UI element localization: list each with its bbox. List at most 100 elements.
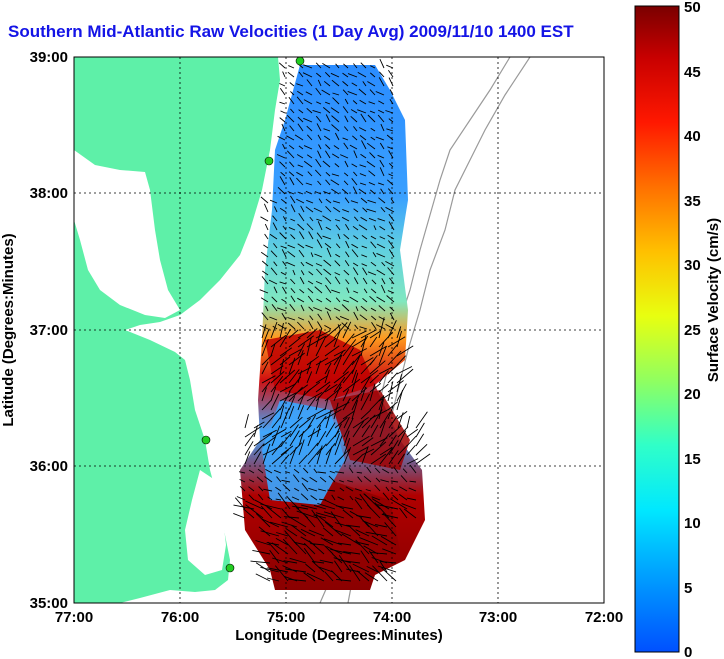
velocity-arrow xyxy=(352,135,358,141)
velocity-arrow xyxy=(279,101,286,105)
velocity-arrow xyxy=(300,504,318,510)
velocity-arrow xyxy=(293,541,307,546)
velocity-arrow xyxy=(387,320,397,339)
velocity-arrow xyxy=(362,207,368,213)
velocity-arrow xyxy=(318,488,327,492)
velocity-arrow xyxy=(370,235,377,240)
velocity-arrow xyxy=(324,499,345,510)
velocity-arrow xyxy=(397,444,408,456)
velocity-arrow xyxy=(322,63,331,69)
velocity-arrow xyxy=(305,244,314,249)
velocity-arrow xyxy=(261,260,269,267)
velocity-arrow xyxy=(279,117,286,123)
velocity-arrow xyxy=(261,276,269,285)
velocity-arrow xyxy=(261,399,272,411)
colorbar-tick-label: 30 xyxy=(684,257,701,274)
velocity-arrow xyxy=(343,417,354,438)
velocity-arrow xyxy=(325,198,332,204)
velocity-arrow xyxy=(334,522,352,528)
velocity-arrow xyxy=(388,414,399,429)
velocity-arrow xyxy=(322,527,334,537)
velocity-arrow xyxy=(386,295,395,303)
velocity-arrow xyxy=(313,504,327,510)
velocity-arrow xyxy=(349,296,359,303)
grid-lines xyxy=(74,57,604,603)
velocity-arrow xyxy=(381,567,397,582)
velocity-arrow xyxy=(334,448,351,465)
velocity-arrow xyxy=(297,331,309,339)
velocity-arrow xyxy=(321,89,331,96)
velocity-arrow xyxy=(288,369,300,384)
velocity-arrow xyxy=(353,290,359,294)
velocity-arrow xyxy=(353,150,358,159)
velocity-arrow xyxy=(315,87,322,96)
velocity-arrow xyxy=(288,578,307,582)
velocity-arrow xyxy=(308,231,314,240)
x-tick-label: 73:00 xyxy=(479,609,517,626)
map-title: Southern Mid-Atlantic Raw Velocities (1 … xyxy=(8,22,574,41)
velocity-arrow xyxy=(351,243,359,249)
station-marker xyxy=(264,156,274,166)
velocity-arrow xyxy=(315,360,321,375)
velocity-arrow xyxy=(325,430,340,447)
velocity-arrow xyxy=(387,363,399,375)
velocity-arrow xyxy=(325,422,336,438)
velocity-arrow xyxy=(315,62,322,69)
velocity-arrow xyxy=(297,335,315,348)
velocity-arrow xyxy=(305,190,313,195)
velocity-arrow xyxy=(263,244,269,249)
velocity-arrow xyxy=(355,497,363,501)
velocity-arrow xyxy=(360,197,368,204)
velocity-arrow xyxy=(363,493,381,510)
velocity-arrow xyxy=(351,178,358,186)
velocity-arrow xyxy=(388,434,397,447)
velocity-arrow xyxy=(244,441,254,456)
velocity-arrow xyxy=(271,440,284,456)
velocity-arrow xyxy=(303,160,313,168)
velocity-arrow xyxy=(323,268,332,276)
velocity-arrow xyxy=(366,142,376,150)
velocity-arrow xyxy=(288,515,307,528)
delmarva-peninsula xyxy=(160,80,272,285)
velocity-arrow xyxy=(400,475,408,483)
velocity-arrow xyxy=(316,443,327,456)
station-marker xyxy=(295,57,305,66)
velocity-arrow xyxy=(341,533,361,546)
velocity-arrow xyxy=(334,163,340,168)
velocity-arrow xyxy=(377,504,399,510)
velocity-arrow xyxy=(370,261,377,267)
velocity-arrow xyxy=(342,347,354,366)
velocity-arrow xyxy=(342,509,354,519)
velocity-arrow xyxy=(255,513,271,528)
velocity-arrow xyxy=(335,505,354,510)
velocity-arrow xyxy=(290,195,296,204)
velocity-arrow xyxy=(349,564,361,582)
velocity-arrow xyxy=(315,263,323,267)
velocity-arrow xyxy=(302,467,309,474)
velocity-arrow xyxy=(270,250,278,258)
velocity-arrow xyxy=(389,312,395,321)
velocity-arrow xyxy=(389,277,395,285)
velocity-arrow xyxy=(352,186,358,195)
velocity-arrow xyxy=(369,152,376,159)
velocity-arrow xyxy=(253,451,262,465)
velocity-arrow xyxy=(349,144,358,150)
velocity-arrow xyxy=(370,241,377,249)
velocity-arrow xyxy=(281,312,287,321)
x-tick-label: 74:00 xyxy=(373,609,411,626)
velocity-arrow xyxy=(377,182,385,186)
velocity-arrow xyxy=(333,354,343,375)
velocity-arrow xyxy=(327,489,336,492)
velocity-arrow xyxy=(316,123,322,132)
velocity-arrow xyxy=(299,231,305,240)
velocity-arrow xyxy=(360,357,374,366)
velocity-arrow xyxy=(366,504,381,519)
velocity-arrow xyxy=(317,221,323,231)
velocity-arrow xyxy=(323,511,345,519)
velocity-arrow xyxy=(386,134,394,141)
velocity-arrow xyxy=(279,232,287,240)
velocity-arrow xyxy=(368,181,376,186)
velocity-arrow xyxy=(396,355,407,366)
velocity-arrow xyxy=(311,509,325,528)
velocity-arrow xyxy=(378,370,389,384)
